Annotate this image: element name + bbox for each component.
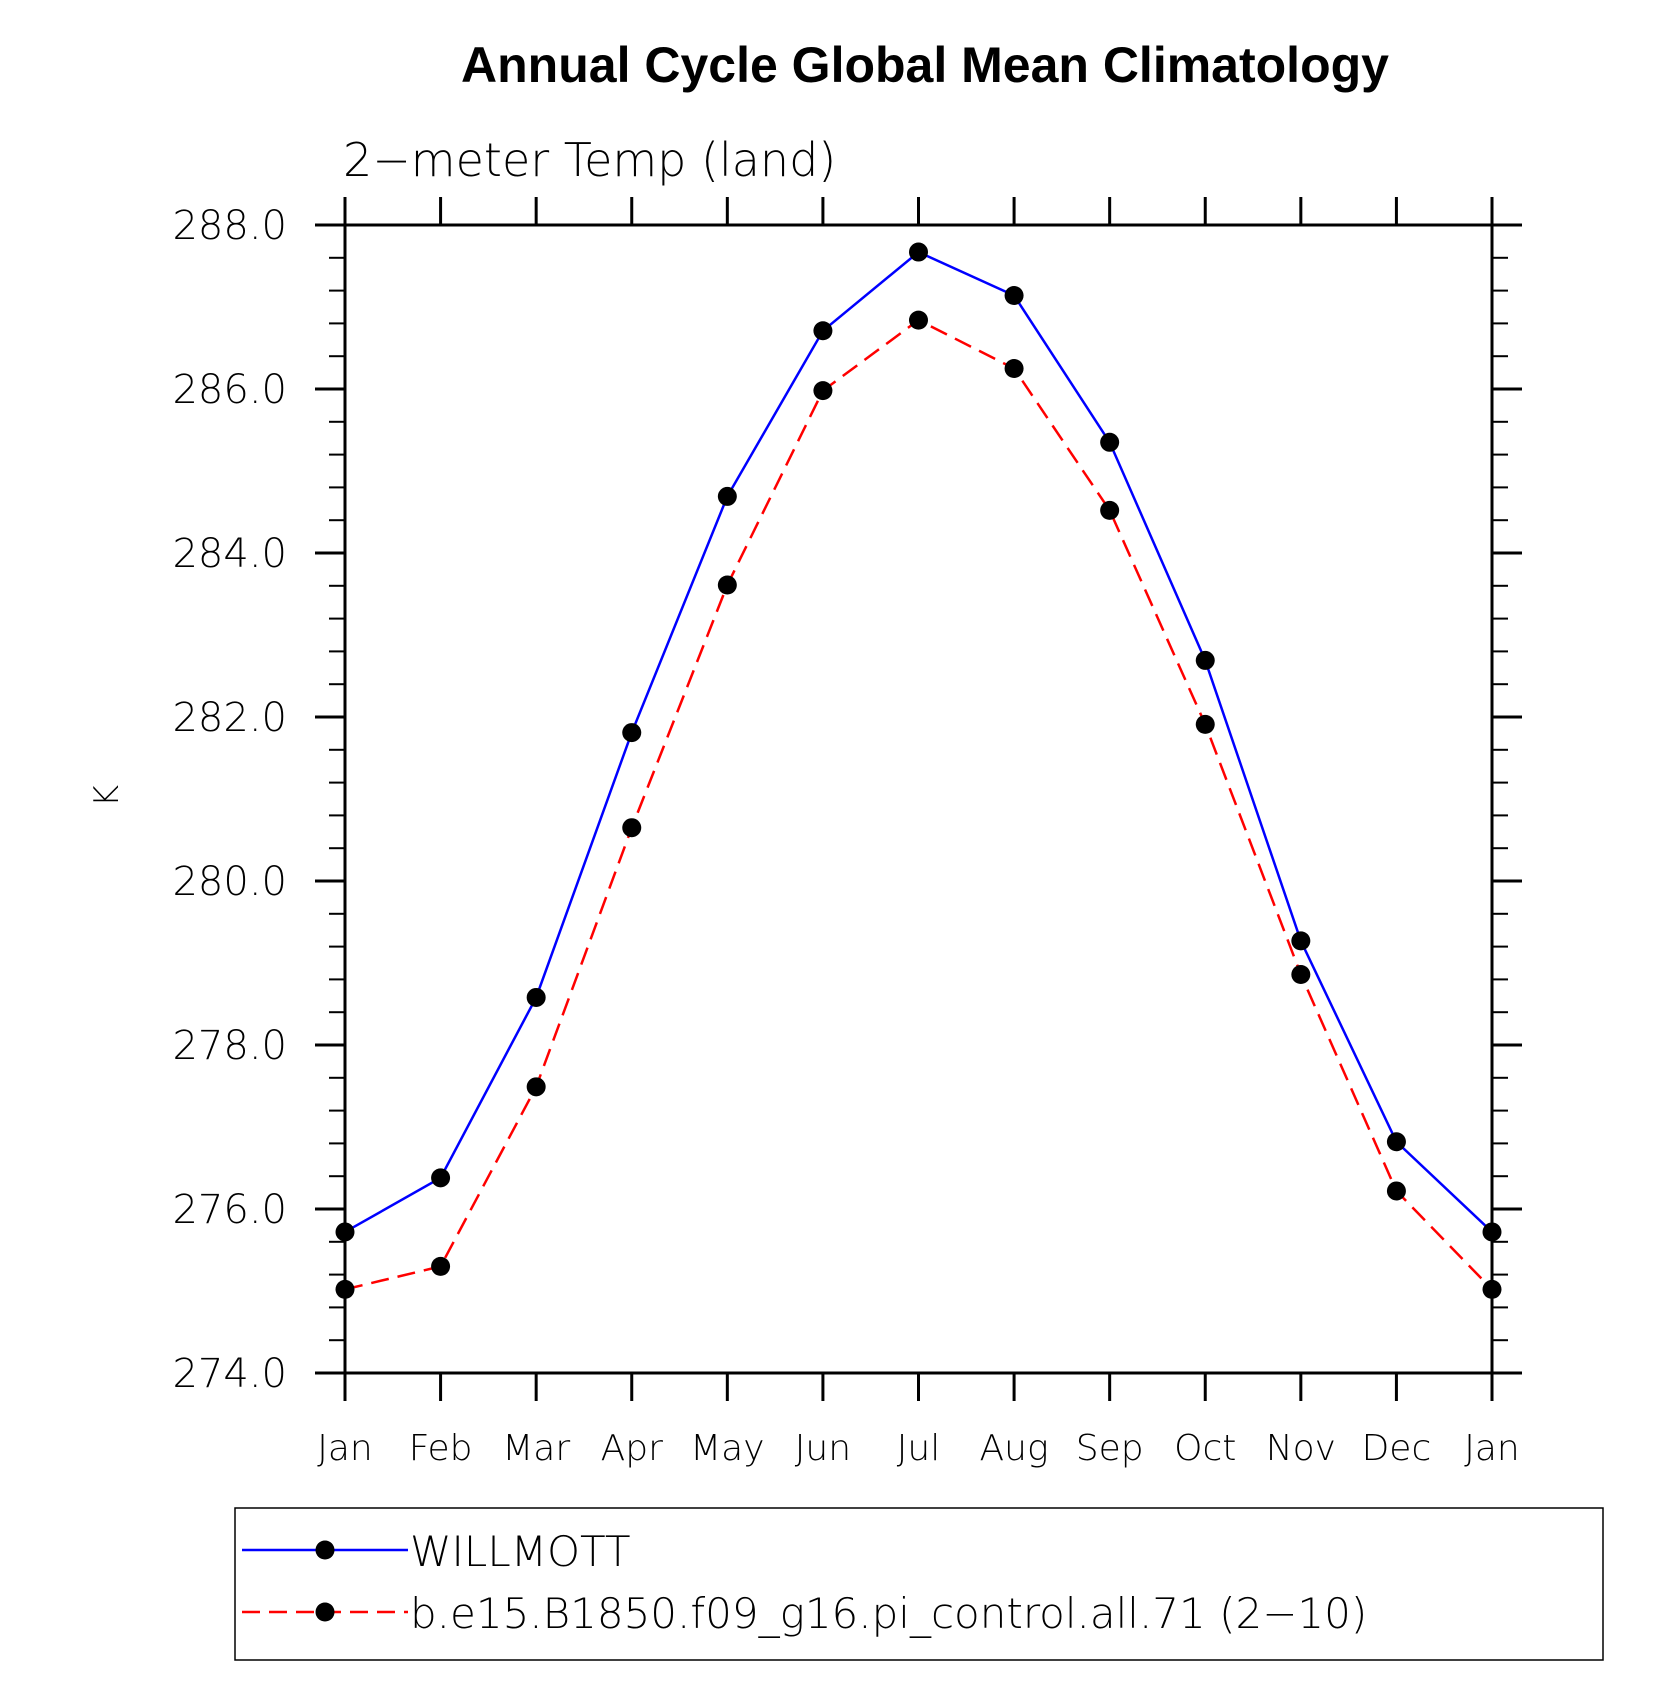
x-tick-label: Jan [317, 1428, 373, 1469]
data-point [1004, 359, 1024, 378]
y-tick-label: 282.0 [172, 695, 287, 741]
data-point [909, 310, 928, 330]
y-tick-label: 278.0 [172, 1023, 287, 1069]
data-point [1291, 964, 1311, 984]
data-point [1004, 286, 1024, 306]
x-tick-label: Dec [1362, 1428, 1432, 1469]
x-tick-labels: Jan Feb Mar Apr May Jun Jul Aug Sep Oct Nov Dec Jan [317, 1428, 1520, 1469]
x-tick-label: Nov [1266, 1428, 1336, 1469]
plot-frame [343, 223, 1494, 1375]
x-tick-label: Jun [795, 1428, 851, 1469]
data-point [717, 486, 737, 506]
y-tick-label: 276.0 [172, 1187, 287, 1233]
legend-label: b.e15.B1850.f09_g16.pi_control.all.71 (2… [410, 1589, 1367, 1638]
series-line [344, 250, 1493, 1234]
y-tick-label: 288.0 [172, 203, 287, 249]
y-axis-label: K [87, 785, 127, 807]
data-point [1100, 432, 1120, 452]
legend-item: b.e15.B1850.f09_g16.pi_control.all.71 (2… [242, 1589, 1367, 1638]
data-point [622, 723, 642, 743]
data-point [1100, 500, 1120, 520]
data-point [526, 1077, 546, 1097]
data-point [335, 1279, 355, 1299]
data-point [1482, 1279, 1502, 1299]
data-point [909, 242, 928, 262]
data-point [622, 818, 642, 838]
data-point [1482, 1222, 1502, 1242]
x-tick-label: Apr [601, 1428, 663, 1469]
data-point [431, 1168, 451, 1188]
legend-marker [315, 1540, 335, 1560]
x-tick-label: Mar [502, 1428, 570, 1469]
data-point [1195, 650, 1215, 670]
data-point [335, 1222, 355, 1242]
y-tick-label: 284.0 [172, 531, 287, 577]
y-tick-label: 280.0 [172, 859, 287, 905]
x-tick-label: Jan [1464, 1428, 1520, 1469]
x-tick-label: Feb [409, 1428, 473, 1469]
data-point [813, 321, 833, 341]
chart-title: Annual Cycle Global Mean Climatology [461, 37, 1389, 93]
data-point [1386, 1181, 1406, 1201]
series-line [344, 318, 1493, 1291]
series-1 [335, 242, 1502, 1242]
data-point [526, 987, 546, 1007]
legend-label: WILLMOTT [410, 1527, 631, 1576]
data-point [431, 1256, 451, 1276]
axis-ticks [315, 197, 1522, 1401]
data-point [717, 575, 737, 595]
x-tick-label: Sep [1076, 1428, 1144, 1469]
series-group [335, 242, 1502, 1299]
data-point [813, 381, 833, 401]
legend: WILLMOTT b.e15.B1850.f09_g16.pi_control.a… [234, 1507, 1604, 1661]
x-tick-label: Jul [897, 1428, 940, 1469]
y-tick-label: 286.0 [172, 367, 287, 413]
legend-item: WILLMOTT [242, 1527, 631, 1576]
y-tick-labels: 274.0 276.0 278.0 280.0 282.0 284.0 286.0 288.0 [172, 203, 287, 1397]
x-tick-label: May [690, 1428, 764, 1469]
x-tick-label: Oct [1174, 1428, 1236, 1469]
data-point [1291, 931, 1311, 951]
legend-box [234, 1507, 1604, 1661]
legend-marker [315, 1602, 335, 1622]
series-2 [335, 310, 1502, 1299]
x-tick-label: Aug [980, 1428, 1049, 1469]
chart-subtitle: 2−meter Temp (land) [343, 133, 836, 187]
data-point [1386, 1132, 1406, 1152]
y-tick-label: 274.0 [172, 1351, 287, 1397]
data-point [1195, 714, 1215, 734]
